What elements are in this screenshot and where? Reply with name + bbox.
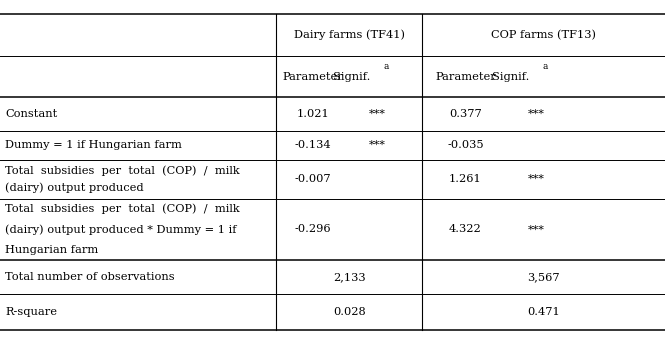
Text: Dummy = 1 if Hungarian farm: Dummy = 1 if Hungarian farm — [5, 140, 182, 150]
Text: Total  subsidies  per  total  (COP)  /  milk: Total subsidies per total (COP) / milk — [5, 166, 240, 176]
Text: ***: *** — [528, 224, 545, 235]
Text: ***: *** — [528, 174, 545, 184]
Text: Constant: Constant — [5, 109, 58, 119]
Text: 0.377: 0.377 — [449, 109, 482, 119]
Text: -0.035: -0.035 — [447, 140, 484, 150]
Text: 3,567: 3,567 — [527, 272, 560, 282]
Text: -0.296: -0.296 — [294, 224, 331, 235]
Text: (dairy) output produced: (dairy) output produced — [5, 183, 144, 193]
Text: Total  subsidies  per  total  (COP)  /  milk: Total subsidies per total (COP) / milk — [5, 204, 240, 215]
Text: Dairy farms (TF41): Dairy farms (TF41) — [294, 30, 404, 40]
Text: 1.021: 1.021 — [296, 109, 329, 119]
Text: Signif.: Signif. — [332, 71, 374, 82]
Text: a: a — [383, 63, 388, 71]
Text: ***: *** — [368, 109, 386, 119]
Text: 1.261: 1.261 — [449, 174, 482, 184]
Text: Total number of observations: Total number of observations — [5, 272, 175, 282]
Text: 2,133: 2,133 — [332, 272, 366, 282]
Text: Parameter: Parameter — [435, 71, 496, 82]
Text: 4.322: 4.322 — [449, 224, 482, 235]
Text: COP farms (TF13): COP farms (TF13) — [491, 30, 596, 40]
Text: 0.471: 0.471 — [527, 307, 560, 317]
Text: ***: *** — [368, 140, 386, 150]
Text: Parameter: Parameter — [282, 71, 343, 82]
Text: R-square: R-square — [5, 307, 57, 317]
Text: 0.028: 0.028 — [332, 307, 366, 317]
Text: (dairy) output produced * Dummy = 1 if: (dairy) output produced * Dummy = 1 if — [5, 224, 237, 235]
Text: -0.134: -0.134 — [294, 140, 331, 150]
Text: a: a — [543, 63, 548, 71]
Text: Hungarian farm: Hungarian farm — [5, 245, 98, 255]
Text: -0.007: -0.007 — [294, 174, 331, 184]
Text: ***: *** — [528, 109, 545, 119]
Text: Signif.: Signif. — [492, 71, 533, 82]
